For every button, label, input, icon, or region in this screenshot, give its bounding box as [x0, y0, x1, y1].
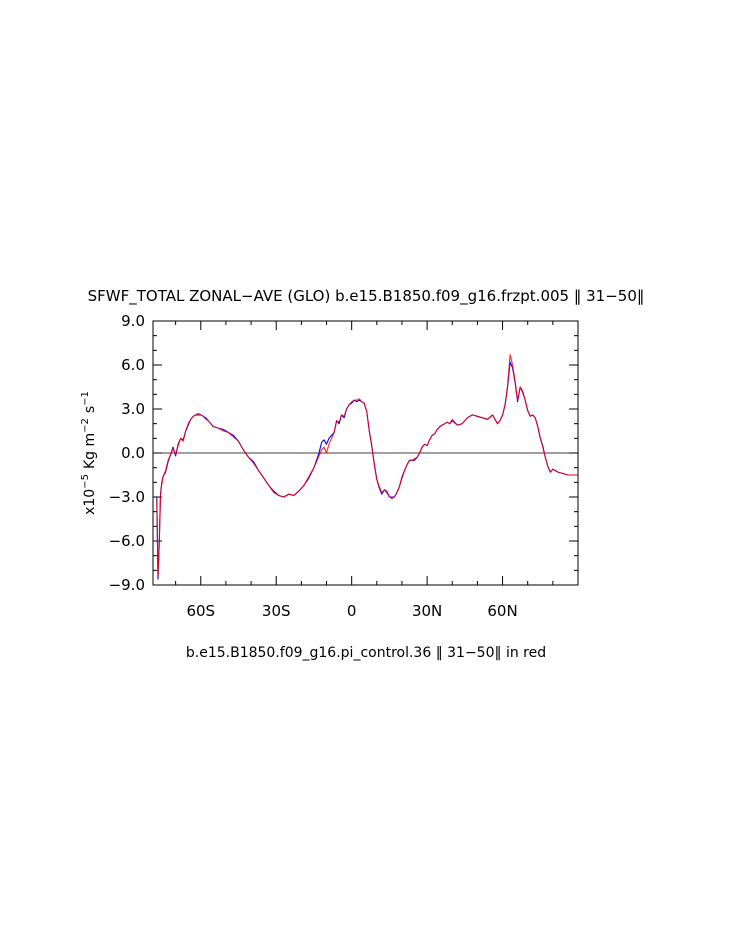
y-tick-labels: 9.0 6.0 3.0 0.0 −3.0 −6.0 −9.0 [109, 312, 145, 594]
x-tick-label: 30S [262, 602, 291, 620]
series-line-blue [156, 361, 578, 580]
x-tick-label: 60S [186, 602, 215, 620]
axis-ticks [153, 320, 579, 586]
y-axis-label-s: s [82, 406, 98, 413]
y-tick-label: 3.0 [121, 400, 145, 418]
chart-title: SFWF_TOTAL ZONAL−AVE (GLO) b.e15.B1850.f… [88, 287, 645, 306]
x-tick-label: 30N [412, 602, 442, 620]
y-tick-label: −3.0 [109, 488, 145, 506]
y-axis-label-exp: −5 [80, 474, 91, 489]
y-axis-label: x10−5 Kg m−2 s−1 [80, 391, 98, 515]
y-axis-label-s-exp: −1 [80, 391, 91, 406]
y-axis-label-units: Kg m [82, 433, 98, 469]
x-tick-label: 60N [487, 602, 517, 620]
x-tick-label: 0 [347, 602, 357, 620]
y-tick-label: 6.0 [121, 356, 145, 374]
x-axis-label: b.e15.B1850.f09_g16.pi_control.36 ‖ 31−5… [186, 645, 546, 661]
x-tick-labels: 60S 30S 0 30N 60N [186, 602, 517, 620]
y-axis-label-m-exp: −2 [80, 418, 91, 433]
series-line-red [156, 354, 578, 577]
y-tick-label: −9.0 [109, 576, 145, 594]
y-tick-label: 0.0 [121, 444, 145, 462]
y-tick-label: 9.0 [121, 312, 145, 330]
data-series [156, 354, 578, 580]
y-axis-label-prefix: x10 [82, 489, 98, 515]
y-tick-label: −6.0 [109, 532, 145, 550]
